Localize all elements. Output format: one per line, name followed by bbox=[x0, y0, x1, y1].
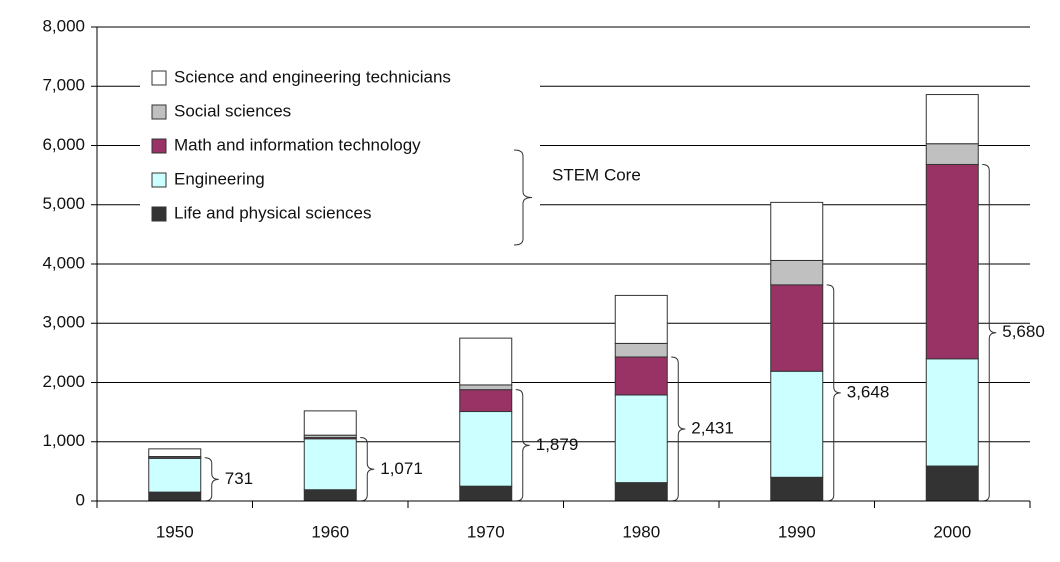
core-total-brace bbox=[360, 437, 375, 502]
bar-segment bbox=[148, 448, 202, 458]
core-total-label: 1,071 bbox=[380, 459, 423, 478]
core-total-label: 5,680 bbox=[1002, 322, 1045, 341]
x-tick-label: 1980 bbox=[622, 522, 660, 541]
y-tick-label: 2,000 bbox=[42, 372, 85, 391]
y-tick-label: 3,000 bbox=[42, 313, 85, 332]
legend-swatch bbox=[151, 138, 167, 154]
bar-segment bbox=[925, 358, 979, 467]
legend-swatch bbox=[151, 206, 167, 222]
bar-segment bbox=[770, 284, 824, 372]
core-total-label: 731 bbox=[225, 469, 253, 488]
core-total-label: 2,431 bbox=[691, 418, 734, 437]
x-tick-label: 1950 bbox=[156, 522, 194, 541]
x-tick-label: 1990 bbox=[778, 522, 816, 541]
bar-segment bbox=[303, 489, 357, 502]
bar-segment bbox=[303, 438, 357, 491]
bar-segment bbox=[614, 294, 668, 344]
y-tick-label: 6,000 bbox=[42, 135, 85, 154]
core-total-brace bbox=[826, 284, 841, 502]
core-label: STEM Core bbox=[552, 165, 641, 184]
legend-label: Social sciences bbox=[174, 101, 291, 120]
bar-segment bbox=[148, 491, 202, 502]
x-tick-label: 1960 bbox=[311, 522, 349, 541]
legend-bg bbox=[140, 62, 540, 232]
core-total-brace bbox=[982, 163, 997, 502]
bar-segment bbox=[148, 457, 202, 493]
y-tick-label: 4,000 bbox=[42, 253, 85, 272]
bar-segment bbox=[459, 384, 513, 391]
x-tick-label: 2000 bbox=[933, 522, 971, 541]
bar-segment bbox=[925, 143, 979, 165]
legend-label: Life and physical sciences bbox=[174, 203, 372, 222]
legend-label: Math and information technology bbox=[174, 135, 421, 154]
core-total-label: 3,648 bbox=[847, 382, 890, 401]
core-brace bbox=[513, 149, 533, 246]
bar-segment bbox=[925, 465, 979, 502]
bar-segment bbox=[459, 411, 513, 487]
legend-swatch bbox=[151, 104, 167, 120]
legend-swatch bbox=[151, 70, 167, 86]
legend-label: Engineering bbox=[174, 169, 265, 188]
bar-segment bbox=[925, 163, 979, 360]
bar-segment bbox=[614, 394, 668, 484]
y-tick-label: 0 bbox=[76, 490, 85, 509]
x-tick-label: 1970 bbox=[467, 522, 505, 541]
core-total-label: 1,879 bbox=[536, 435, 579, 454]
bar-segment bbox=[770, 201, 824, 261]
bar-segment bbox=[770, 370, 824, 478]
core-total-brace bbox=[671, 356, 686, 502]
y-tick-label: 5,000 bbox=[42, 194, 85, 213]
bar-segment bbox=[925, 94, 979, 145]
bar-segment bbox=[303, 410, 357, 436]
bar-segment bbox=[614, 356, 668, 396]
core-total-brace bbox=[204, 457, 219, 502]
y-tick-label: 1,000 bbox=[42, 431, 85, 450]
bar-segment bbox=[459, 337, 513, 386]
core-total-brace bbox=[515, 389, 530, 502]
bar-segment bbox=[614, 342, 668, 358]
legend-swatch bbox=[151, 172, 167, 188]
legend-label: Science and engineering technicians bbox=[174, 67, 451, 86]
bar-segment bbox=[459, 389, 513, 413]
bar-segment bbox=[459, 485, 513, 502]
y-tick-label: 7,000 bbox=[42, 76, 85, 95]
y-tick-label: 8,000 bbox=[42, 16, 85, 35]
bar-segment bbox=[614, 482, 668, 502]
bar-segment bbox=[770, 259, 824, 286]
bar-segment bbox=[770, 476, 824, 502]
